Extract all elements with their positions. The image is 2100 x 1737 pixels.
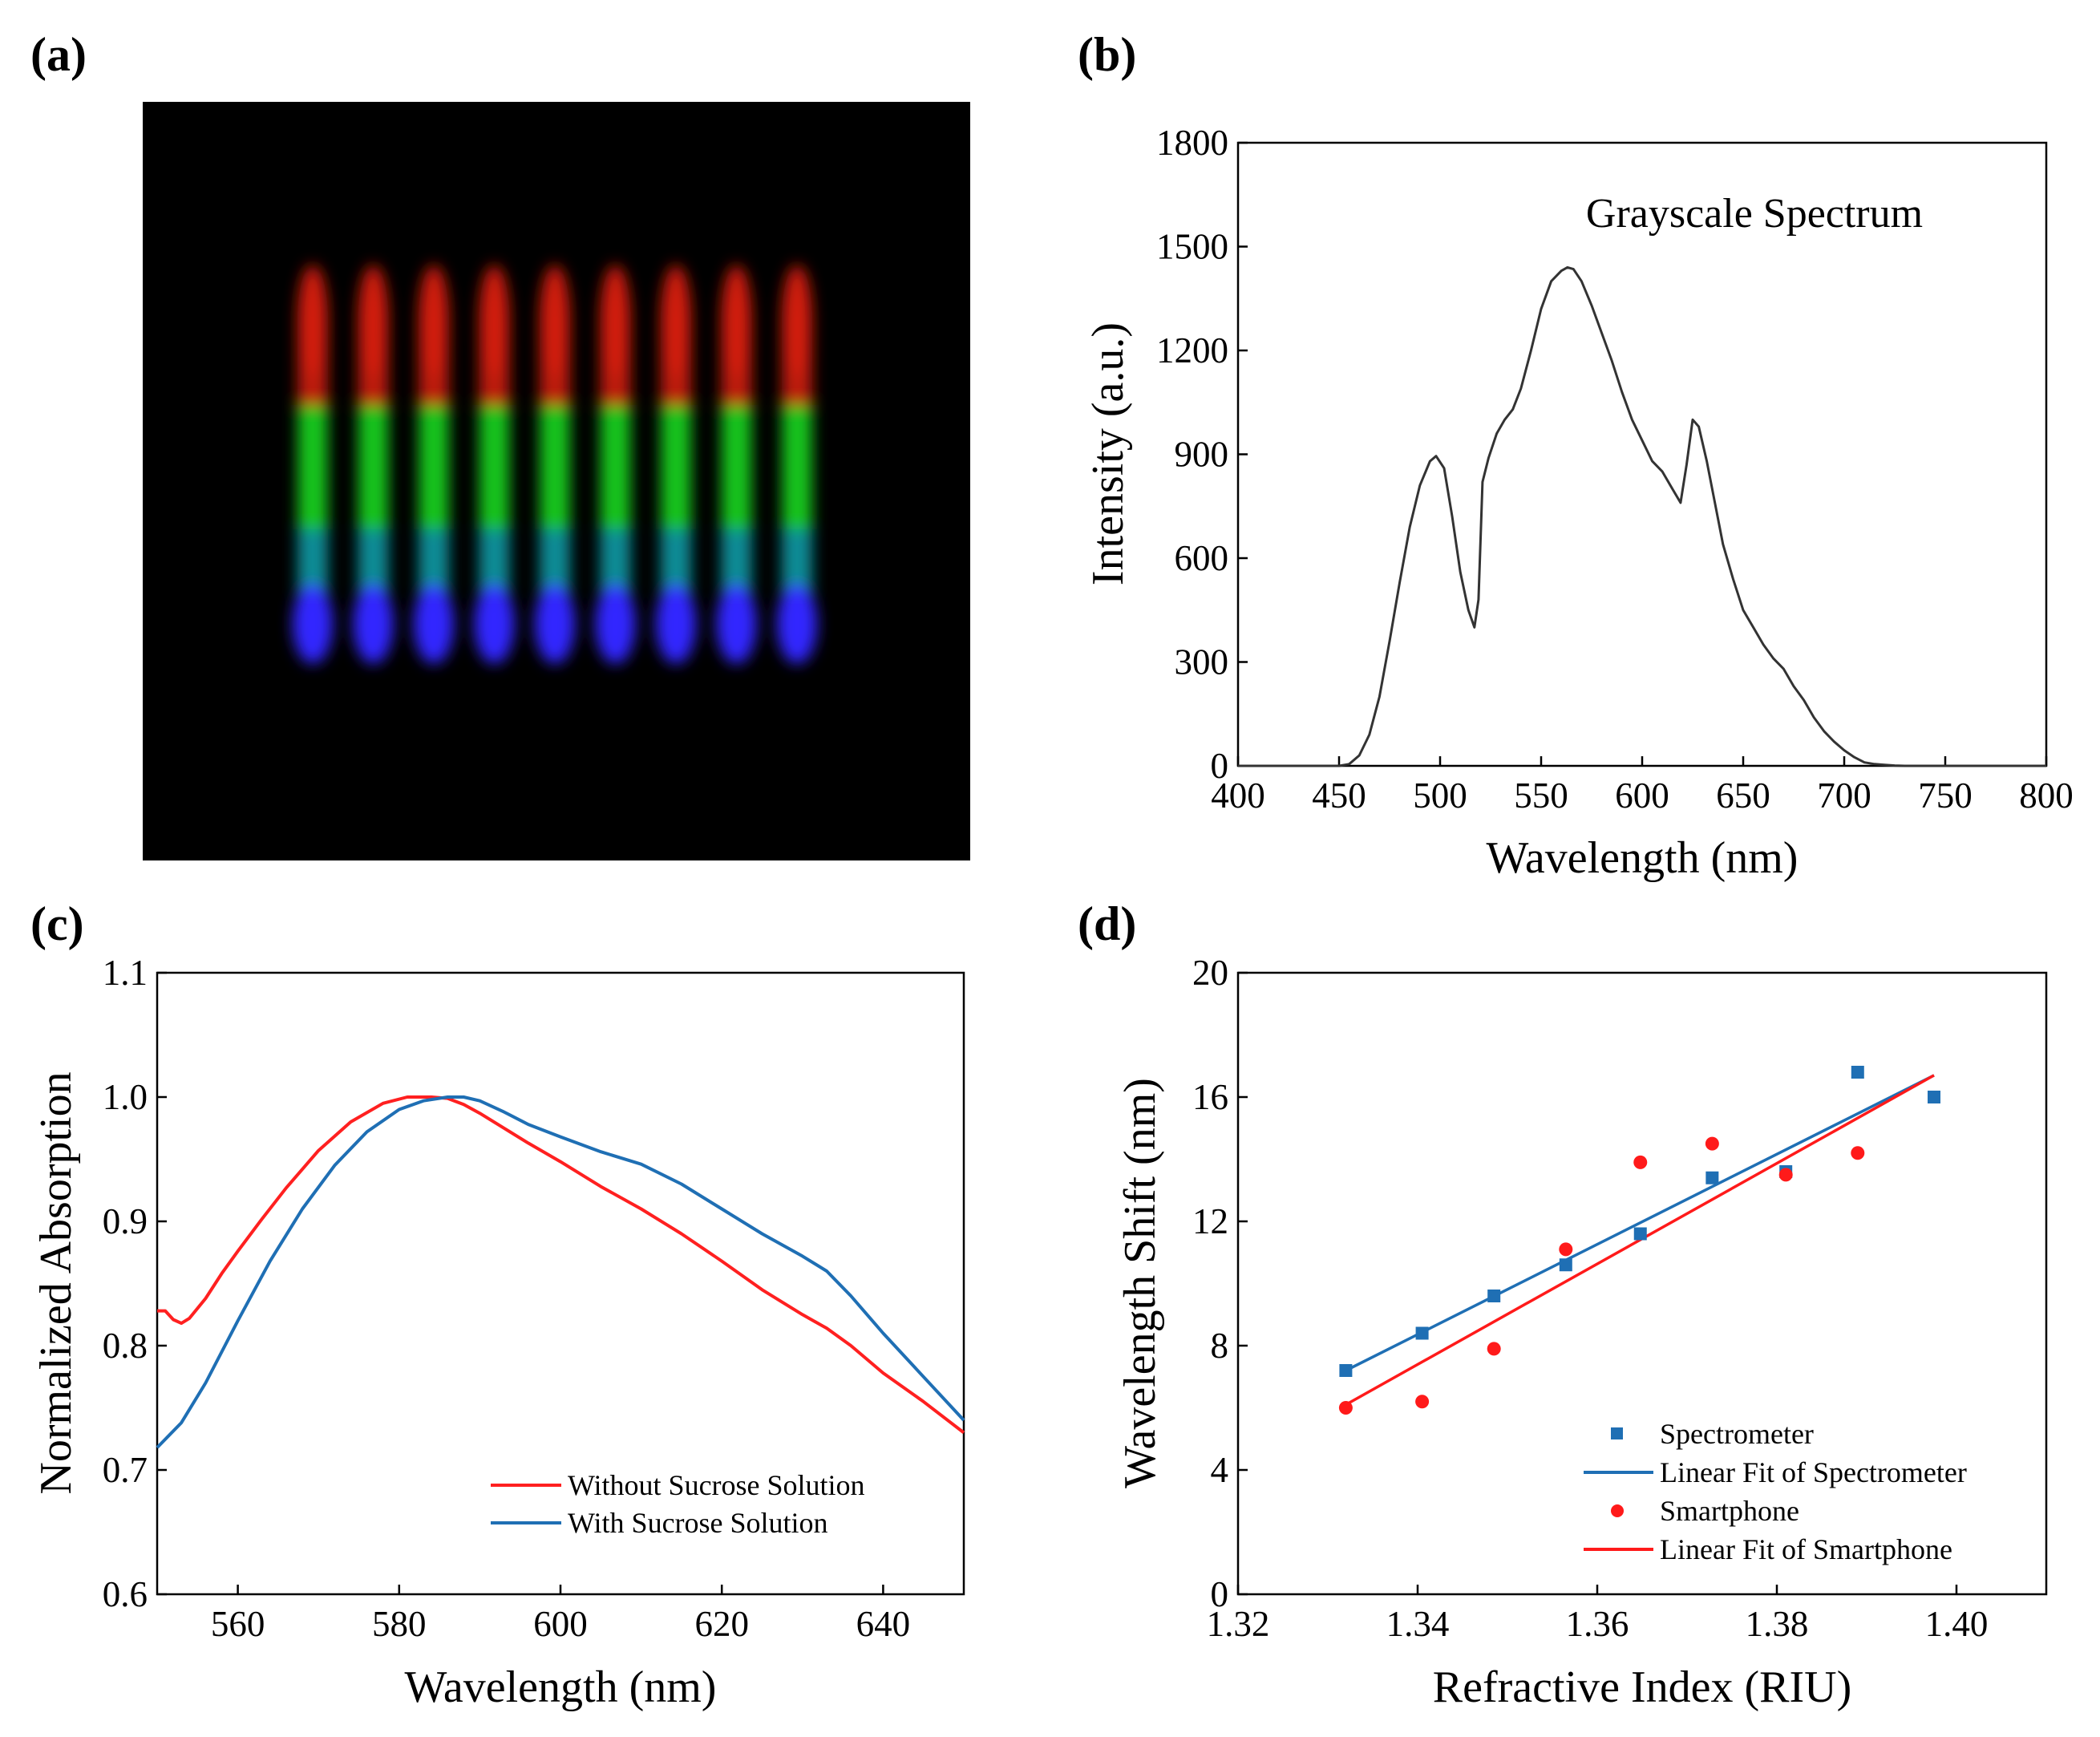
chart-d-y-tick-label: 4 — [1211, 1450, 1229, 1490]
chart-c-normalized-absorption: 560 580 600 620 640 0.6 0.7 0.8 0.9 1.0 1.1 Withou… — [31, 953, 965, 1712]
chart-b-x-tick-label: 450 — [1312, 775, 1366, 816]
chart-d-x-tick-label: 1.36 — [1566, 1604, 1629, 1644]
chart-d-point-smartphone — [1559, 1242, 1573, 1257]
panel-label-a: (a) — [30, 28, 87, 81]
panel-label-b: (b) — [1078, 28, 1136, 81]
chart-d-y-tick-label: 12 — [1192, 1201, 1228, 1241]
chart-c-y-tick-label: 0.6 — [103, 1574, 148, 1614]
chart-d-point-smartphone — [1633, 1155, 1648, 1169]
chart-d-point-spectrometer — [1559, 1258, 1572, 1272]
legend-marker-spectrometer — [1611, 1427, 1623, 1439]
chart-d-point-spectrometer — [1415, 1326, 1429, 1340]
chart-d-x-axis-title: Refractive Index (RIU) — [1433, 1662, 1851, 1712]
chart-c-x-axis-title: Wavelength (nm) — [405, 1662, 717, 1712]
chart-d-fit-line-spectrometer — [1345, 1074, 1935, 1372]
chart-b-x-tick-label: 500 — [1413, 775, 1467, 816]
chart-b-x-tick-label: 550 — [1514, 775, 1568, 816]
chart-d-wavelength-shift: 1.32 1.34 1.36 1.38 1.40 0 4 8 12 16 20 Spectromet… — [1115, 953, 2048, 1712]
chart-c-x-tick-label: 600 — [533, 1604, 588, 1644]
chart-b-annotation: Grayscale Spectrum — [1586, 191, 1923, 237]
chart-d-point-spectrometer — [1705, 1171, 1719, 1184]
chart-b-x-axis-title: Wavelength (nm) — [1487, 833, 1799, 883]
chart-d-point-smartphone — [1487, 1342, 1501, 1356]
chart-b-x-tick-label: 700 — [1817, 775, 1871, 816]
chart-b-x-tick-label: 400 — [1211, 775, 1265, 816]
panel-label-c: (c) — [30, 897, 84, 950]
spectrum-stripe — [293, 265, 333, 664]
chart-d-x-tick-label: 1.40 — [1925, 1604, 1989, 1644]
chart-d-point-smartphone — [1415, 1395, 1430, 1409]
chart-b-y-axis-title: Intensity (a.u.) — [1083, 322, 1133, 585]
spectrum-stripe — [595, 265, 636, 664]
spectrum-stripe — [777, 265, 817, 664]
spectrum-stripe — [656, 265, 696, 664]
legend-label-smartphone: Smartphone — [1660, 1495, 1799, 1527]
chart-b-y-tick-label: 1500 — [1156, 227, 1228, 267]
chart-b-y-tick-label: 300 — [1175, 642, 1229, 682]
chart-d-point-spectrometer — [1339, 1364, 1353, 1377]
chart-b-y-tick-label: 600 — [1175, 538, 1229, 578]
spectrum-stripe — [353, 265, 394, 664]
chart-d-y-axis-title: Wavelength Shift (nm) — [1115, 1078, 1165, 1488]
chart-c-y-tick-label: 0.7 — [103, 1450, 148, 1490]
chart-d-x-tick-label: 1.38 — [1746, 1604, 1809, 1644]
chart-d-legend: Spectrometer Linear Fit of Spectrometer … — [1584, 1418, 1967, 1565]
chart-d-point-smartphone — [1778, 1168, 1793, 1182]
chart-d-x-tick-label: 1.32 — [1207, 1604, 1270, 1644]
chart-b-x-tick-label: 650 — [1716, 775, 1770, 816]
panel-label-d: (d) — [1078, 897, 1136, 950]
chart-c-x-tick-label: 640 — [856, 1604, 911, 1644]
chart-b-x-tick-label: 750 — [1918, 775, 1973, 816]
chart-c-x-tick-label: 620 — [694, 1604, 749, 1644]
chart-d-point-spectrometer — [1633, 1227, 1647, 1241]
legend-marker-smartphone — [1611, 1504, 1624, 1517]
chart-c-y-tick-label: 1.0 — [103, 1077, 148, 1117]
chart-c-y-tick-label: 1.1 — [103, 953, 148, 993]
chart-b-x-tick-label: 600 — [1615, 775, 1669, 816]
spectrum-stripe — [716, 265, 757, 664]
chart-b-y-tick-label: 0 — [1211, 746, 1229, 786]
chart-c-x-tick-label: 580 — [372, 1604, 427, 1644]
chart-c-x-tick-label: 560 — [211, 1604, 265, 1644]
chart-d-point-spectrometer — [1487, 1290, 1501, 1302]
legend-label-spectrometer: Spectrometer — [1660, 1418, 1814, 1450]
spectrum-stripes — [293, 265, 817, 664]
chart-d-y-tick-label: 0 — [1211, 1574, 1229, 1614]
chart-b-y-tick-label: 1200 — [1156, 330, 1228, 370]
legend-label-with-sucrose: With Sucrose Solution — [568, 1507, 828, 1539]
chart-d-point-smartphone — [1705, 1136, 1719, 1151]
chart-c-line-with-sucrose — [156, 1095, 965, 1449]
legend-label-fit-smartphone: Linear Fit of Smartphone — [1660, 1533, 1952, 1565]
chart-c-y-axis-title: Normalized Absorption — [31, 1071, 81, 1494]
legend-label-fit-spectrometer: Linear Fit of Spectrometer — [1660, 1456, 1967, 1488]
chart-b-x-tick-label: 800 — [2019, 775, 2074, 816]
chart-c-y-tick-label: 0.8 — [103, 1326, 148, 1366]
spectrum-stripe — [414, 265, 454, 664]
chart-b-y-tick-label: 1800 — [1156, 123, 1228, 163]
chart-d-y-tick-label: 8 — [1211, 1326, 1229, 1366]
legend-label-without-sucrose: Without Sucrose Solution — [568, 1469, 865, 1501]
spectrum-stripe — [535, 265, 575, 664]
chart-c-line-without-sucrose — [157, 1095, 965, 1435]
chart-c-legend: Without Sucrose Solution With Sucrose So… — [491, 1469, 865, 1539]
chart-d-point-spectrometer — [1851, 1066, 1864, 1079]
chart-d-point-spectrometer — [1928, 1091, 1940, 1103]
chart-d-x-tick-label: 1.34 — [1386, 1604, 1450, 1644]
chart-d-point-smartphone — [1338, 1401, 1353, 1415]
chart-b-y-tick-label: 900 — [1175, 435, 1229, 475]
chart-b-intensity-spectrum: 400 450 500 550 600 650 700 750 800 0 300 600 900 120… — [1083, 123, 2074, 883]
spectrum-photo — [143, 102, 970, 860]
chart-d-y-tick-label: 20 — [1192, 953, 1228, 993]
chart-d-point-smartphone — [1851, 1146, 1865, 1160]
chart-b-intensity-line — [1238, 265, 2046, 767]
chart-d-plot-frame — [1236, 971, 2048, 1596]
chart-c-y-tick-label: 0.9 — [103, 1201, 148, 1241]
chart-d-y-tick-label: 16 — [1192, 1077, 1228, 1117]
spectrum-stripe — [474, 265, 515, 664]
